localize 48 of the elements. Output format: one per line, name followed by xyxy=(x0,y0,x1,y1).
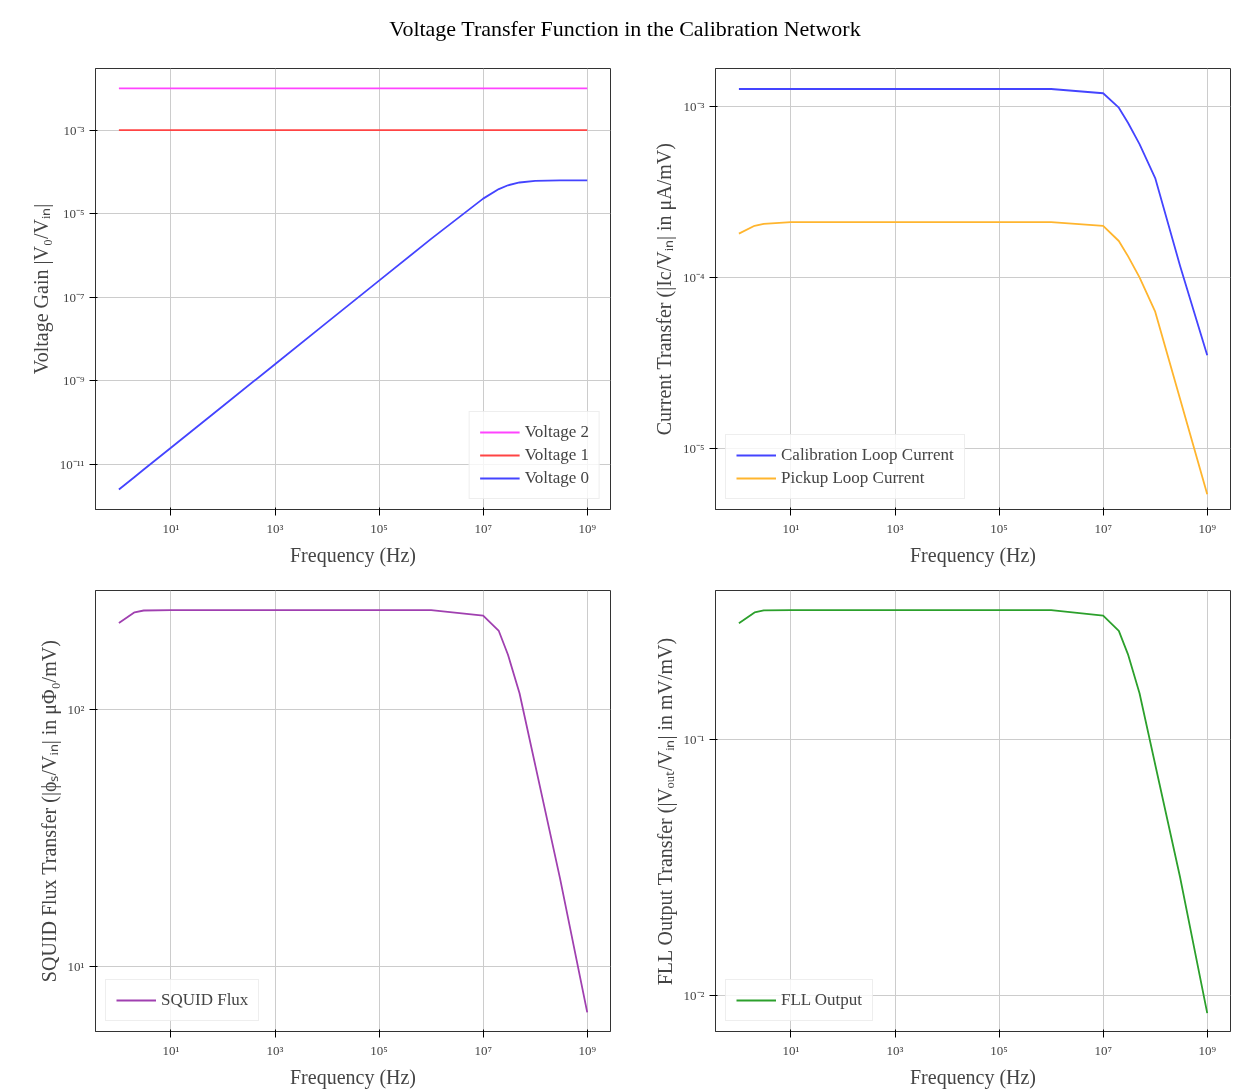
x-axis-title: Frequency (Hz) xyxy=(289,543,417,567)
x-tick-label: 10⁷ xyxy=(474,520,492,536)
x-tick-label: 10¹ xyxy=(162,1042,180,1058)
x-axis-title: Frequency (Hz) xyxy=(909,1065,1037,1089)
legend-label: SQUID Flux xyxy=(161,990,249,1010)
y-tick-label: 10¹ xyxy=(67,958,85,974)
x-tick-label: 10⁵ xyxy=(370,520,388,536)
y-tick-label: 10⁻² xyxy=(683,987,705,1003)
y-tick-label: 10⁻¹ xyxy=(683,732,705,748)
x-tick-label: 10⁹ xyxy=(578,520,597,536)
y-tick-label: 10⁻⁷ xyxy=(62,289,85,305)
x-tick-label: 10¹ xyxy=(782,1042,800,1058)
x-tick-label: 10¹ xyxy=(162,520,180,536)
x-tick-label: 10⁵ xyxy=(370,1042,388,1058)
x-tick-label: 10⁵ xyxy=(990,520,1008,536)
y-tick-label: 10⁻³ xyxy=(63,122,85,138)
y-tick-label: 10⁻⁹ xyxy=(62,373,85,389)
y-axis-title: FLL Output Transfer (|Vₒᵤₜ/Vᵢₙ| in mV/mV) xyxy=(653,637,677,986)
y-tick-label: 10² xyxy=(67,702,85,718)
y-tick-label: 10⁻⁵ xyxy=(682,440,705,456)
y-axis-title: Voltage Gain |V₀/Vᵢₙ| xyxy=(29,203,53,375)
x-axis-title: Frequency (Hz) xyxy=(289,1065,417,1089)
x-tick-label: 10⁹ xyxy=(578,1042,597,1058)
y-tick-label: 10⁻³ xyxy=(683,98,705,114)
y-tick-label: 10⁻⁵ xyxy=(62,206,85,222)
y-tick-label: 10⁻¹¹ xyxy=(59,456,85,472)
y-axis-title: Current Transfer (|Ic/Vᵢₙ| in μA/mV) xyxy=(652,143,676,436)
legend-label: Voltage 0 xyxy=(524,468,589,488)
legend-label: FLL Output xyxy=(781,990,863,1010)
x-tick-label: 10³ xyxy=(886,1042,904,1058)
x-tick-label: 10⁷ xyxy=(1094,1042,1112,1058)
y-axis-title: SQUID Flux Transfer (|ϕₛ/Vᵢₙ| in μΦ₀/mV) xyxy=(37,640,61,983)
x-tick-label: 10³ xyxy=(886,520,904,536)
x-tick-label: 10¹ xyxy=(782,520,800,536)
x-tick-label: 10⁹ xyxy=(1198,520,1217,536)
y-tick-label: 10⁻⁴ xyxy=(682,269,705,285)
legend-label: Voltage 1 xyxy=(524,445,589,465)
chart-title: Voltage Transfer Function in the Calibration Network xyxy=(389,15,861,43)
x-tick-label: 10⁷ xyxy=(474,1042,492,1058)
x-tick-label: 10³ xyxy=(266,1042,284,1058)
x-axis-title: Frequency (Hz) xyxy=(909,543,1037,567)
x-tick-label: 10⁵ xyxy=(990,1042,1008,1058)
x-tick-label: 10³ xyxy=(266,520,284,536)
x-tick-label: 10⁷ xyxy=(1094,520,1112,536)
legend-label: Calibration Loop Current xyxy=(781,445,954,465)
legend-label: Pickup Loop Current xyxy=(781,468,925,488)
legend-label: Voltage 2 xyxy=(524,422,589,442)
x-tick-label: 10⁹ xyxy=(1198,1042,1217,1058)
